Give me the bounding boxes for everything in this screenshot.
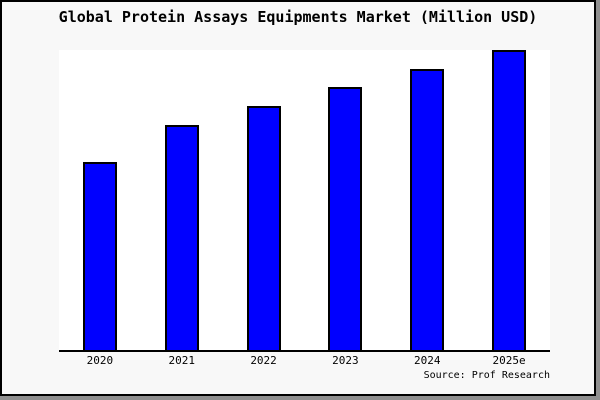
x-tick-label-2020: 2020 — [86, 354, 114, 367]
bar-slot-2022 — [223, 50, 305, 350]
bars-row — [59, 50, 550, 350]
x-label-slot-2024: 2024 — [386, 354, 468, 368]
bar-2021 — [164, 125, 199, 350]
x-tick-label-2024: 2024 — [413, 354, 441, 367]
bar-slot-2020 — [59, 50, 141, 350]
bar-slot-2025e — [468, 50, 550, 350]
x-label-slot-2021: 2021 — [141, 354, 223, 368]
bar-2020 — [82, 162, 117, 350]
x-label-slot-2022: 2022 — [223, 354, 305, 368]
x-tick-label-2025e: 2025e — [492, 354, 526, 367]
bar-2024 — [410, 69, 445, 350]
x-axis-line — [59, 350, 550, 352]
x-label-slot-2020: 2020 — [59, 354, 141, 368]
bar-2022 — [246, 106, 281, 350]
x-label-slot-2023: 2023 — [304, 354, 386, 368]
bar-slot-2021 — [141, 50, 223, 350]
source-caption: Source: Prof Research — [423, 370, 550, 381]
x-tick-label-2022: 2022 — [250, 354, 277, 367]
x-tick-label-2021: 2021 — [168, 354, 195, 367]
x-labels-row: 2020 2021 2022 2023 2024 2025e — [59, 354, 550, 368]
bar-2025e — [492, 50, 527, 350]
bar-slot-2023 — [304, 50, 386, 350]
bar-2023 — [328, 87, 363, 350]
x-label-slot-2025e: 2025e — [468, 354, 550, 368]
x-tick-label-2023: 2023 — [332, 354, 359, 367]
bar-slot-2024 — [386, 50, 468, 350]
chart-title: Global Protein Assays Equipments Market … — [58, 8, 538, 26]
plot-area — [59, 50, 550, 352]
